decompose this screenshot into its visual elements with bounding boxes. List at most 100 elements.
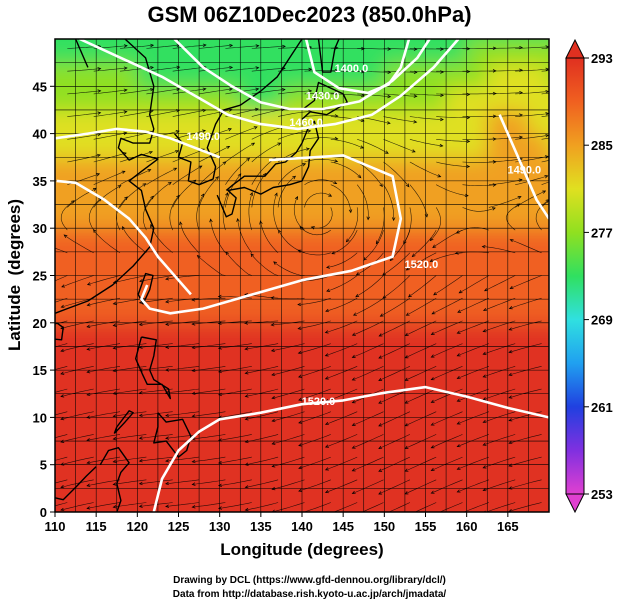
- streamline-arrowhead: [63, 234, 68, 238]
- streamline: [330, 139, 364, 149]
- streamline-arrowhead: [508, 306, 513, 310]
- field-cell: [528, 417, 549, 443]
- colorbar-tick-label: 261: [591, 400, 613, 415]
- field-cell: [446, 204, 468, 230]
- coastline: [137, 272, 154, 305]
- field-cell: [343, 464, 365, 490]
- streamline: [515, 46, 549, 49]
- streamline-arrowhead: [35, 351, 38, 354]
- streamline-arrowhead: [482, 487, 487, 492]
- streamline-arrowhead: [112, 346, 117, 350]
- field-cell: [281, 157, 303, 182]
- streamline-arrowhead: [508, 486, 513, 490]
- field-cell: [487, 62, 509, 88]
- streamline: [515, 113, 549, 117]
- field-cell: [404, 393, 427, 419]
- field-cell: [116, 39, 139, 41]
- field-cell: [219, 275, 242, 301]
- field-cell: [260, 204, 283, 230]
- field-cell: [322, 39, 345, 41]
- x-tick-label: 145: [332, 519, 354, 534]
- field-cell: [157, 86, 180, 111]
- streamline-arrowhead: [334, 68, 339, 73]
- streamline-arrowhead: [35, 307, 38, 310]
- field-cell: [157, 204, 180, 230]
- field-cell: [466, 86, 489, 111]
- streamline-arrowhead: [352, 514, 355, 517]
- streamline-arrowhead: [429, 258, 434, 263]
- colorbar-tick-label: 269: [591, 313, 613, 328]
- streamline-arrowhead: [379, 514, 382, 517]
- streamline: [55, 479, 68, 484]
- streamline-arrowhead: [244, 439, 249, 444]
- field-cell: [219, 39, 242, 41]
- streamline: [297, 297, 331, 305]
- streamline-arrowhead: [333, 180, 338, 185]
- field-cell: [363, 180, 386, 206]
- streamline: [245, 479, 279, 488]
- field-cell: [157, 180, 180, 206]
- credit-data: Data from http://database.rish.kyoto-u.a…: [172, 589, 447, 600]
- field-cell: [75, 157, 98, 182]
- field-cell: [384, 157, 406, 182]
- field-cell: [507, 204, 530, 230]
- streamline-arrowhead: [227, 128, 232, 132]
- field-cell: [322, 370, 345, 395]
- streamline: [192, 456, 226, 463]
- streamline: [457, 456, 490, 470]
- streamline: [192, 411, 226, 417]
- field-cell: [487, 86, 509, 111]
- streamline: [55, 502, 68, 507]
- streamline: [383, 70, 417, 73]
- field-cell: [466, 322, 489, 348]
- field-cell: [75, 251, 98, 277]
- field-cell: [487, 488, 509, 512]
- streamline: [456, 227, 489, 234]
- height-contour: [173, 39, 431, 111]
- streamline: [251, 157, 276, 185]
- streamline-arrowhead: [123, 66, 128, 70]
- field-cell: [487, 39, 509, 41]
- field-cell: [507, 39, 530, 64]
- streamline: [298, 343, 331, 354]
- field-cell: [96, 346, 118, 372]
- streamline-arrowhead: [387, 94, 392, 99]
- streamline-arrowhead: [431, 514, 434, 517]
- streamline-arrowhead: [334, 136, 339, 141]
- streamline: [146, 150, 179, 163]
- field-cell: [466, 346, 489, 372]
- streamline: [273, 193, 279, 231]
- field-cell: [75, 86, 98, 111]
- coastlines: [55, 39, 348, 512]
- streamline: [55, 297, 68, 303]
- field-cell: [178, 488, 201, 512]
- field-cell: [75, 370, 98, 395]
- field-cell: [487, 370, 509, 395]
- field-cell: [199, 180, 221, 206]
- streamline-arrowhead: [259, 220, 263, 225]
- streamline-arrowhead: [455, 230, 460, 234]
- streamline-arrowhead: [165, 277, 170, 281]
- streamline: [225, 158, 250, 185]
- streamline: [251, 126, 284, 140]
- streamline: [509, 456, 542, 467]
- streamline-arrowhead: [297, 302, 302, 307]
- streamline-arrowhead: [244, 394, 249, 398]
- streamline: [352, 366, 384, 381]
- streamline: [225, 126, 258, 140]
- field-cell: [157, 346, 180, 372]
- streamline: [55, 275, 68, 282]
- y-tick-label: 25: [33, 269, 47, 284]
- streamline: [60, 411, 94, 420]
- streamline: [509, 411, 542, 421]
- streamline: [357, 139, 389, 154]
- streamline-arrowhead: [351, 354, 356, 358]
- field-cell: [528, 441, 549, 466]
- streamline: [251, 173, 267, 208]
- streamline: [60, 388, 94, 397]
- streamline-arrowhead: [281, 44, 286, 49]
- y-tick-label: 5: [40, 458, 47, 473]
- field-cell: [466, 180, 489, 206]
- field-cell: [446, 157, 468, 182]
- streamline-arrowhead: [86, 506, 91, 510]
